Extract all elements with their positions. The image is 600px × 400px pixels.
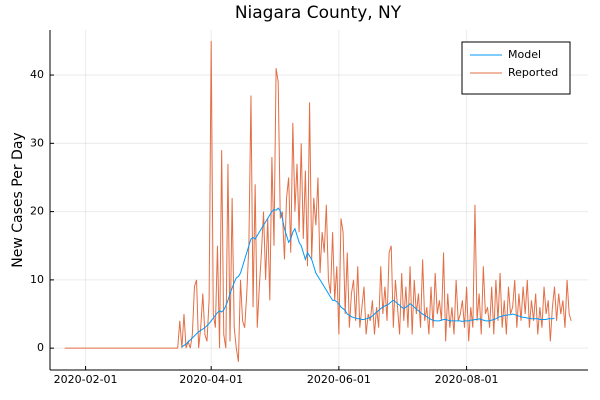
y-tick-label: 30 (30, 136, 44, 149)
chart-title: Niagara County, NY (235, 3, 402, 23)
legend-box (461, 41, 571, 95)
x-tick-label: 2020-02-01 (54, 373, 118, 386)
x-tick-label: 2020-04-01 (179, 373, 243, 386)
y-axis-label: New Cases Per Day (10, 132, 26, 267)
legend-label: Model (508, 48, 541, 61)
y-tick-label: 10 (30, 273, 44, 286)
y-tick-label: 20 (30, 205, 44, 218)
y-tick-label: 0 (37, 341, 44, 354)
y-tick-label: 40 (30, 68, 44, 81)
legend: Model Reported (461, 41, 571, 95)
series-line (64, 40, 572, 362)
legend-label: Reported (508, 66, 558, 79)
series-line (181, 207, 555, 348)
x-tick-label: 2020-06-01 (307, 373, 371, 386)
x-tick-label: 2020-08-01 (435, 373, 499, 386)
